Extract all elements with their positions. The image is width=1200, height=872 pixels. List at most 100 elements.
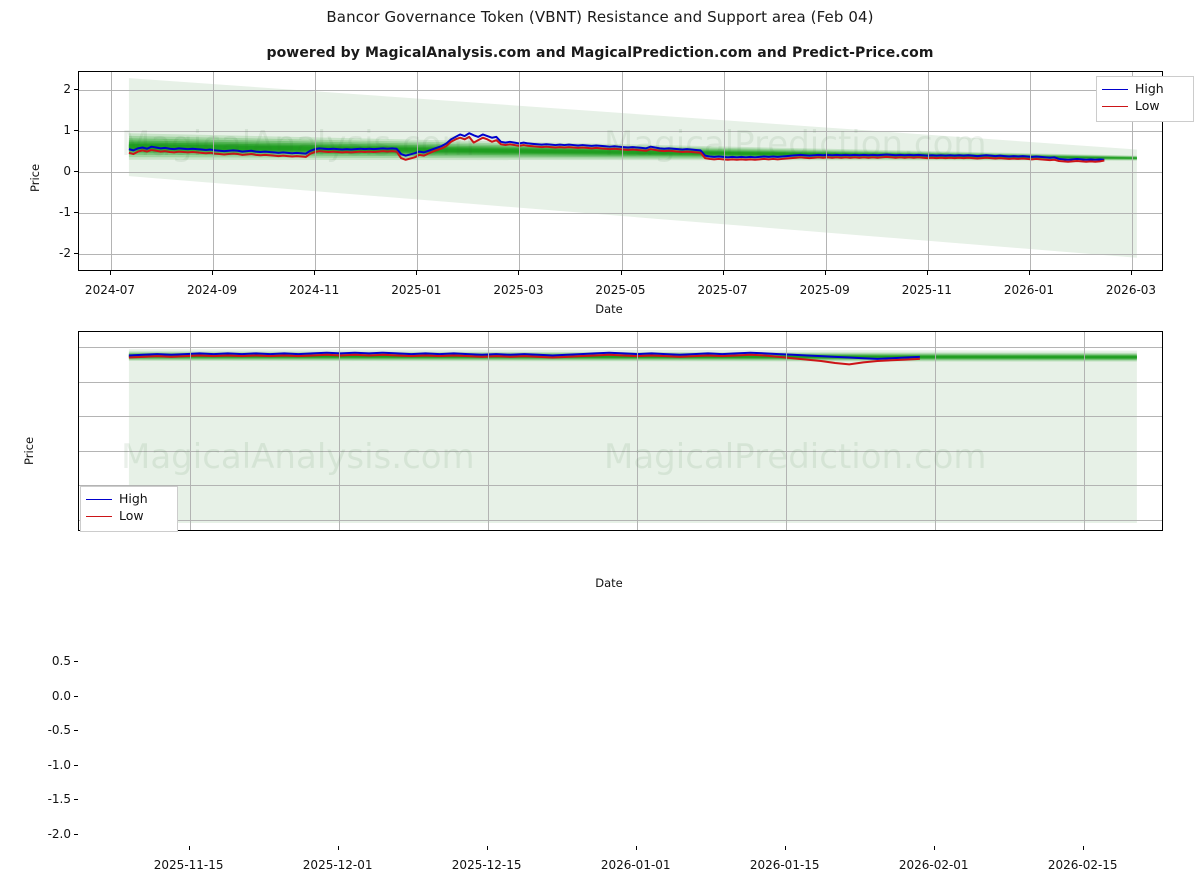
forecast-cone-band [128, 78, 1137, 258]
overview-plot-area: MagicalAnalysis.com MagicalPrediction.co… [78, 71, 1163, 271]
y-tick-label: -1 [59, 204, 71, 219]
series-line-low [128, 135, 1105, 163]
x-tick-label: 2025-01 [391, 283, 442, 297]
y-tick-label: 0.5 [51, 654, 71, 669]
grid-line-horizontal [79, 416, 1162, 418]
overview-legend: High Low [1096, 76, 1194, 122]
series-line-high [128, 132, 1105, 161]
x-tick-label: 2025-09 [799, 283, 850, 297]
x-tick-label: 2026-02-01 [898, 858, 969, 872]
grid-line-vertical [927, 72, 929, 270]
x-tick-mark [1082, 846, 1084, 850]
grid-line-vertical [189, 332, 191, 530]
y-tick-label: 1 [63, 123, 71, 138]
x-tick-label: 2025-12-01 [302, 858, 373, 872]
x-tick-label: 2024-07 [84, 283, 136, 297]
grid-line-vertical [338, 332, 340, 530]
legend-row-low-zoom: Low [86, 508, 170, 525]
x-tick-mark [518, 271, 520, 275]
grid-line-horizontal [79, 212, 1162, 214]
legend-line-high-icon [86, 499, 112, 500]
x-tick-label: 2025-11-15 [153, 858, 224, 872]
grid-line-vertical [825, 72, 827, 270]
legend-label-high: High [119, 491, 148, 507]
grid-line-vertical [785, 332, 787, 530]
legend-label-low: Low [119, 508, 144, 524]
x-tick-label: 2026-01-01 [600, 858, 671, 872]
x-tick-label: 2024-11 [289, 283, 340, 297]
series-line-low [128, 353, 920, 366]
x-tick-mark [416, 271, 418, 275]
overview-y-axis-label: Price [28, 163, 42, 192]
x-tick-mark [620, 271, 622, 275]
grid-line-vertical [636, 332, 638, 530]
page-title: Bancor Governance Token (VBNT) Resistanc… [326, 8, 874, 26]
grid-line-vertical [417, 72, 419, 270]
x-tick-mark [635, 846, 637, 850]
grid-line-vertical [111, 72, 112, 270]
grid-line-vertical [213, 72, 215, 270]
y-tick-mark [74, 130, 78, 132]
y-tick-label: -2 [59, 245, 71, 260]
legend-line-low-icon [1102, 106, 1128, 107]
x-tick-mark [314, 271, 316, 275]
grid-line-vertical [621, 72, 623, 270]
x-tick-mark [1130, 271, 1132, 275]
x-tick-label: 2026-01 [1003, 283, 1054, 297]
x-tick-label: 2025-03 [493, 283, 544, 297]
y-tick-label: -1.5 [47, 792, 71, 807]
grid-line-horizontal [79, 347, 1162, 349]
y-tick-mark [74, 252, 78, 254]
zoom-series-svg [128, 349, 1137, 524]
grid-line-horizontal [79, 90, 1162, 92]
grid-line-vertical [934, 332, 936, 530]
grid-line-horizontal [79, 172, 1162, 173]
x-tick-label: 2025-07 [697, 283, 748, 297]
grid-line-vertical [315, 72, 317, 270]
legend-line-high-icon [1102, 89, 1128, 90]
y-tick-label: 2 [63, 82, 71, 97]
y-tick-label: 0.0 [51, 688, 71, 703]
x-tick-mark [926, 271, 928, 275]
legend-line-low-icon [86, 516, 112, 517]
x-tick-mark [188, 846, 190, 850]
grid-line-horizontal [79, 253, 1162, 255]
x-tick-label: 2026-01-15 [749, 858, 820, 872]
grid-line-horizontal [79, 485, 1162, 487]
grid-line-vertical [1083, 332, 1085, 530]
y-tick-mark [74, 764, 78, 766]
x-tick-mark [337, 846, 339, 850]
zoom-y-axis-label: Price [22, 436, 36, 465]
zoom-plot-area: MagicalAnalysis.com MagicalPrediction.co… [78, 331, 1163, 531]
y-tick-mark [74, 695, 78, 697]
grid-line-vertical [723, 72, 725, 270]
grid-line-vertical [487, 332, 489, 530]
x-tick-mark [486, 846, 488, 850]
series-line-high [128, 351, 920, 360]
overview-chart-panel: Price 2 1 0 -1 -2 2024-07 2024-09 2024-11 2025-… [0, 0, 1200, 316]
y-tick-mark [74, 661, 78, 663]
legend-row-high: High [1102, 81, 1186, 98]
x-tick-mark [110, 271, 111, 275]
y-tick-label: -0.5 [47, 723, 71, 738]
grid-line-horizontal [79, 450, 1162, 452]
y-tick-mark [74, 833, 78, 835]
zoom-chart-panel: Price 0.5 0.0 -0.5 -1.0 -1.5 -2.0 2025-11-15 2… [0, 315, 1200, 872]
grid-line-vertical [1131, 72, 1133, 270]
y-tick-mark [74, 89, 78, 91]
y-tick-mark [74, 730, 78, 732]
page-subtitle: powered by MagicalAnalysis.com and Magic… [266, 45, 934, 61]
grid-line-vertical [1029, 72, 1031, 270]
x-tick-label: 2024-09 [187, 283, 238, 297]
x-tick-mark [784, 846, 786, 850]
overview-x-axis-label: Date [595, 302, 623, 316]
y-tick-mark [74, 211, 78, 213]
x-tick-label: 2026-02-15 [1047, 858, 1118, 872]
x-tick-mark [933, 846, 935, 850]
x-tick-mark [824, 271, 826, 275]
x-tick-mark [1028, 271, 1030, 275]
y-tick-label: -2.0 [47, 826, 71, 841]
grid-line-vertical [519, 72, 521, 270]
x-tick-mark [722, 271, 724, 275]
